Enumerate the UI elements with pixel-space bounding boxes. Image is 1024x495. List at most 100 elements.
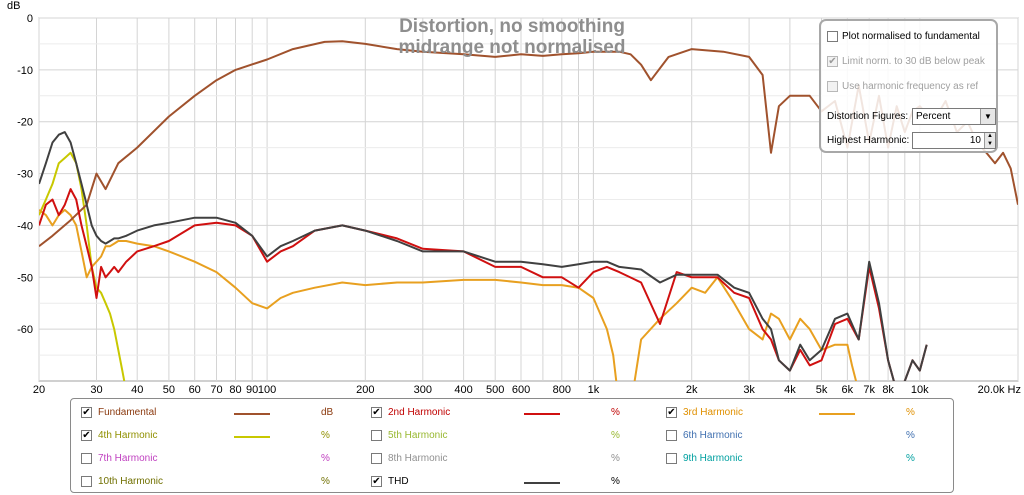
legend-checkbox-thd[interactable]: ✔ — [371, 475, 382, 487]
legend-item-fundamental[interactable]: ✔ Fundamental — [81, 407, 156, 418]
x-tick-label: 600 — [512, 384, 530, 395]
y-tick-label: -30 — [17, 169, 33, 181]
legend-item-2nd-harmonic[interactable]: ✔ 2nd Harmonic — [371, 407, 450, 418]
chart-subtitle: midrange not normalised — [399, 37, 626, 58]
highest-harmonic-label: Highest Harmonic: — [827, 135, 910, 146]
y-tick-label: -10 — [17, 65, 33, 77]
legend-label: 2nd Harmonic — [388, 407, 451, 418]
legend-unit: % — [611, 453, 620, 464]
legend-unit: % — [906, 453, 915, 464]
legend-label: THD — [388, 476, 409, 487]
legend-unit: % — [906, 407, 915, 418]
x-tick-label: 70 — [210, 384, 222, 395]
spin-down-icon[interactable]: ▼ — [985, 140, 995, 148]
axis-labels: 20 30 40 50 60 70 80 90 100 200 300 400 500 600 800 1k 2… — [17, 13, 1021, 395]
legend-label: 8th Harmonic — [388, 453, 448, 464]
legend-unit: % — [611, 430, 620, 441]
legend-unit: % — [321, 430, 330, 441]
x-tick-label: 20 — [33, 384, 45, 395]
legend-label: 9th Harmonic — [683, 453, 743, 464]
spin-up-icon[interactable]: ▲ — [985, 133, 995, 141]
x-tick-label: 50 — [163, 384, 175, 395]
highest-harmonic-spinner[interactable]: 10 ▲ ▼ — [912, 132, 996, 149]
legend-item-6th-harmonic[interactable]: 6th Harmonic — [666, 430, 742, 441]
legend-swatch — [524, 413, 560, 415]
legend-checkbox-9th-harmonic[interactable] — [666, 453, 677, 464]
legend-checkbox-2nd-harmonic[interactable]: ✔ — [371, 406, 382, 418]
x-tick-label: 2k — [686, 384, 698, 395]
x-tick-label: 30 — [90, 384, 102, 395]
legend-swatch — [234, 436, 270, 438]
legend-unit: % — [611, 407, 620, 418]
x-tick-label: 90 — [246, 384, 258, 395]
legend-label: 4th Harmonic — [98, 430, 158, 441]
use-harmonic-ref-option[interactable]: Use harmonic frequency as ref — [827, 81, 978, 92]
legend-item-thd[interactable]: ✔ THD — [371, 476, 409, 487]
x-tick-label: 400 — [454, 384, 472, 395]
limit-norm-label: Limit norm. to 30 dB below peak — [842, 56, 985, 67]
series-line-2nd-harmonic — [39, 188, 928, 381]
x-tick-label: 3k — [743, 384, 755, 395]
series-line-thd — [39, 131, 928, 381]
x-tick-label: 10k — [911, 384, 929, 395]
legend-checkbox-10th-harmonic[interactable] — [81, 476, 92, 487]
legend-unit: % — [321, 476, 330, 487]
plot-normalised-option[interactable]: Plot normalised to fundamental — [827, 31, 980, 42]
y-tick-label: -50 — [17, 272, 33, 284]
legend-unit: % — [906, 430, 915, 441]
legend-checkbox-7th-harmonic[interactable] — [81, 453, 92, 464]
legend-label: 5th Harmonic — [388, 430, 448, 441]
legend-item-4th-harmonic[interactable]: ✔ 4th Harmonic — [81, 430, 157, 441]
y-tick-label: -60 — [17, 324, 33, 336]
y-tick-label: 0 — [27, 13, 33, 25]
x-tick-label: 300 — [414, 384, 432, 395]
x-tick-label: 500 — [486, 384, 504, 395]
legend-item-8th-harmonic[interactable]: 8th Harmonic — [371, 453, 447, 464]
legend-label: Fundamental — [98, 407, 157, 418]
distortion-options-panel: Plot normalised to fundamental ✔ Limit n… — [819, 19, 998, 153]
x-tick-label: 80 — [229, 384, 241, 395]
legend-panel: ✔ Fundamental dB ✔ 2nd Harmonic% ✔ 3rd Harmoni… — [70, 398, 954, 493]
legend-label: 10th Harmonic — [98, 476, 164, 487]
legend-item-3rd-harmonic[interactable]: ✔ 3rd Harmonic — [666, 407, 743, 418]
x-tick-label: 100 — [258, 384, 276, 395]
legend-unit: % — [611, 476, 620, 487]
x-tick-label: 200 — [356, 384, 374, 395]
distortion-figures-value: Percent — [916, 111, 951, 122]
x-tick-label: 20.0k Hz — [978, 384, 1021, 395]
distortion-figures-label: Distortion Figures: — [827, 111, 909, 122]
legend-item-10th-harmonic[interactable]: 10th Harmonic — [81, 476, 163, 487]
use-harmonic-ref-checkbox[interactable] — [827, 81, 838, 92]
chevron-down-icon[interactable]: ▼ — [980, 109, 995, 124]
series-line-4th-harmonic — [39, 151, 126, 381]
legend-checkbox-5th-harmonic[interactable] — [371, 430, 382, 441]
legend-item-7th-harmonic[interactable]: 7th Harmonic — [81, 453, 157, 464]
legend-label: 6th Harmonic — [683, 430, 743, 441]
legend-checkbox-6th-harmonic[interactable] — [666, 430, 677, 441]
legend-checkbox-3rd-harmonic[interactable]: ✔ — [666, 406, 677, 418]
x-tick-label: 6k — [842, 384, 854, 395]
y-axis-unit: dB — [7, 0, 20, 12]
plot-normalised-checkbox[interactable] — [827, 31, 838, 42]
limit-norm-checkbox[interactable]: ✔ — [827, 55, 838, 67]
legend-checkbox-fundamental[interactable]: ✔ — [81, 406, 92, 418]
x-tick-label: 5k — [816, 384, 828, 395]
x-tick-label: 7k — [863, 384, 875, 395]
x-tick-label: 4k — [784, 384, 796, 395]
legend-item-9th-harmonic[interactable]: 9th Harmonic — [666, 453, 742, 464]
legend-checkbox-8th-harmonic[interactable] — [371, 453, 382, 464]
legend-unit: dB — [321, 407, 334, 418]
spinner-arrows[interactable]: ▲ ▼ — [984, 133, 995, 148]
grid-lines — [38, 17, 1019, 381]
legend-checkbox-4th-harmonic[interactable]: ✔ — [81, 429, 92, 441]
distortion-figures-select[interactable]: Percent ▼ — [912, 108, 996, 125]
x-tick-label: 40 — [131, 384, 143, 395]
limit-norm-option[interactable]: ✔ Limit norm. to 30 dB below peak — [827, 56, 985, 67]
x-tick-label: 1k — [588, 384, 600, 395]
legend-swatch — [234, 413, 270, 415]
x-tick-label: 800 — [553, 384, 571, 395]
legend-item-5th-harmonic[interactable]: 5th Harmonic — [371, 430, 447, 441]
y-tick-label: -20 — [17, 117, 33, 129]
x-tick-label: 8k — [882, 384, 894, 395]
legend-swatch — [524, 482, 560, 484]
